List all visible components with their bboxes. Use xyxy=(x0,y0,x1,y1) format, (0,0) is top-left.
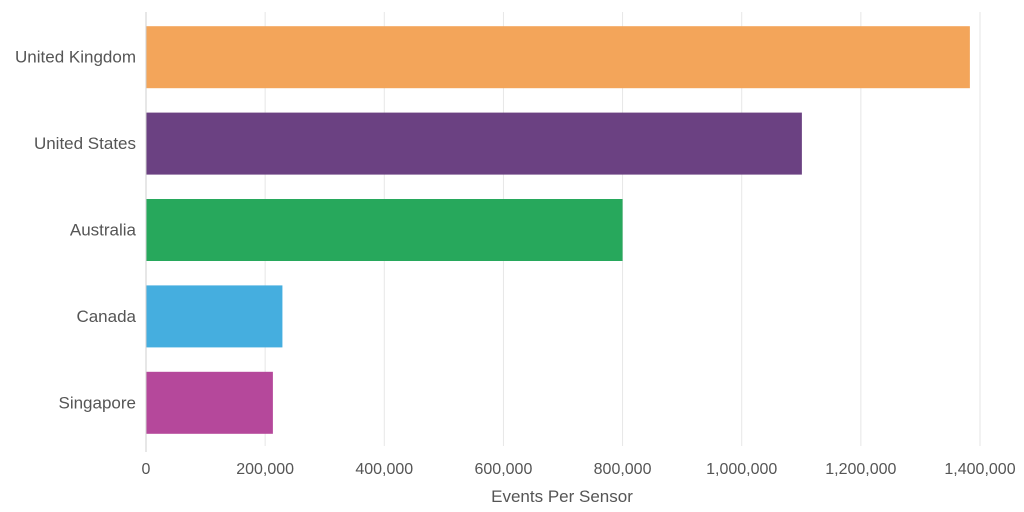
x-tick-label: 400,000 xyxy=(355,461,413,478)
category-label: United Kingdom xyxy=(15,48,136,67)
x-axis-title: Events Per Sensor xyxy=(491,487,633,506)
x-tick-label: 800,000 xyxy=(594,461,652,478)
category-label: Australia xyxy=(70,221,137,240)
x-tick-label: 1,400,000 xyxy=(944,461,1015,478)
category-label: Singapore xyxy=(58,393,136,412)
x-tick-label: 600,000 xyxy=(475,461,533,478)
bar-singapore[interactable] xyxy=(146,371,273,434)
bars xyxy=(146,26,970,434)
bar-australia[interactable] xyxy=(146,199,623,261)
bar-united-kingdom[interactable] xyxy=(146,26,970,89)
x-tick-label: 0 xyxy=(142,461,151,478)
x-tick-label: 1,200,000 xyxy=(825,461,896,478)
bar-united-states[interactable] xyxy=(146,112,802,175)
x-tick-labels: 0 200,000 400,000 600,000 800,000 1,000,000 1,… xyxy=(142,461,1016,478)
category-label: United States xyxy=(34,134,136,153)
bar-canada[interactable] xyxy=(146,285,283,348)
category-labels: United Kingdom United States Australia Cana… xyxy=(15,48,137,413)
x-tick-label: 1,000,000 xyxy=(706,461,777,478)
x-tick-label: 200,000 xyxy=(236,461,294,478)
category-label: Canada xyxy=(76,307,136,326)
